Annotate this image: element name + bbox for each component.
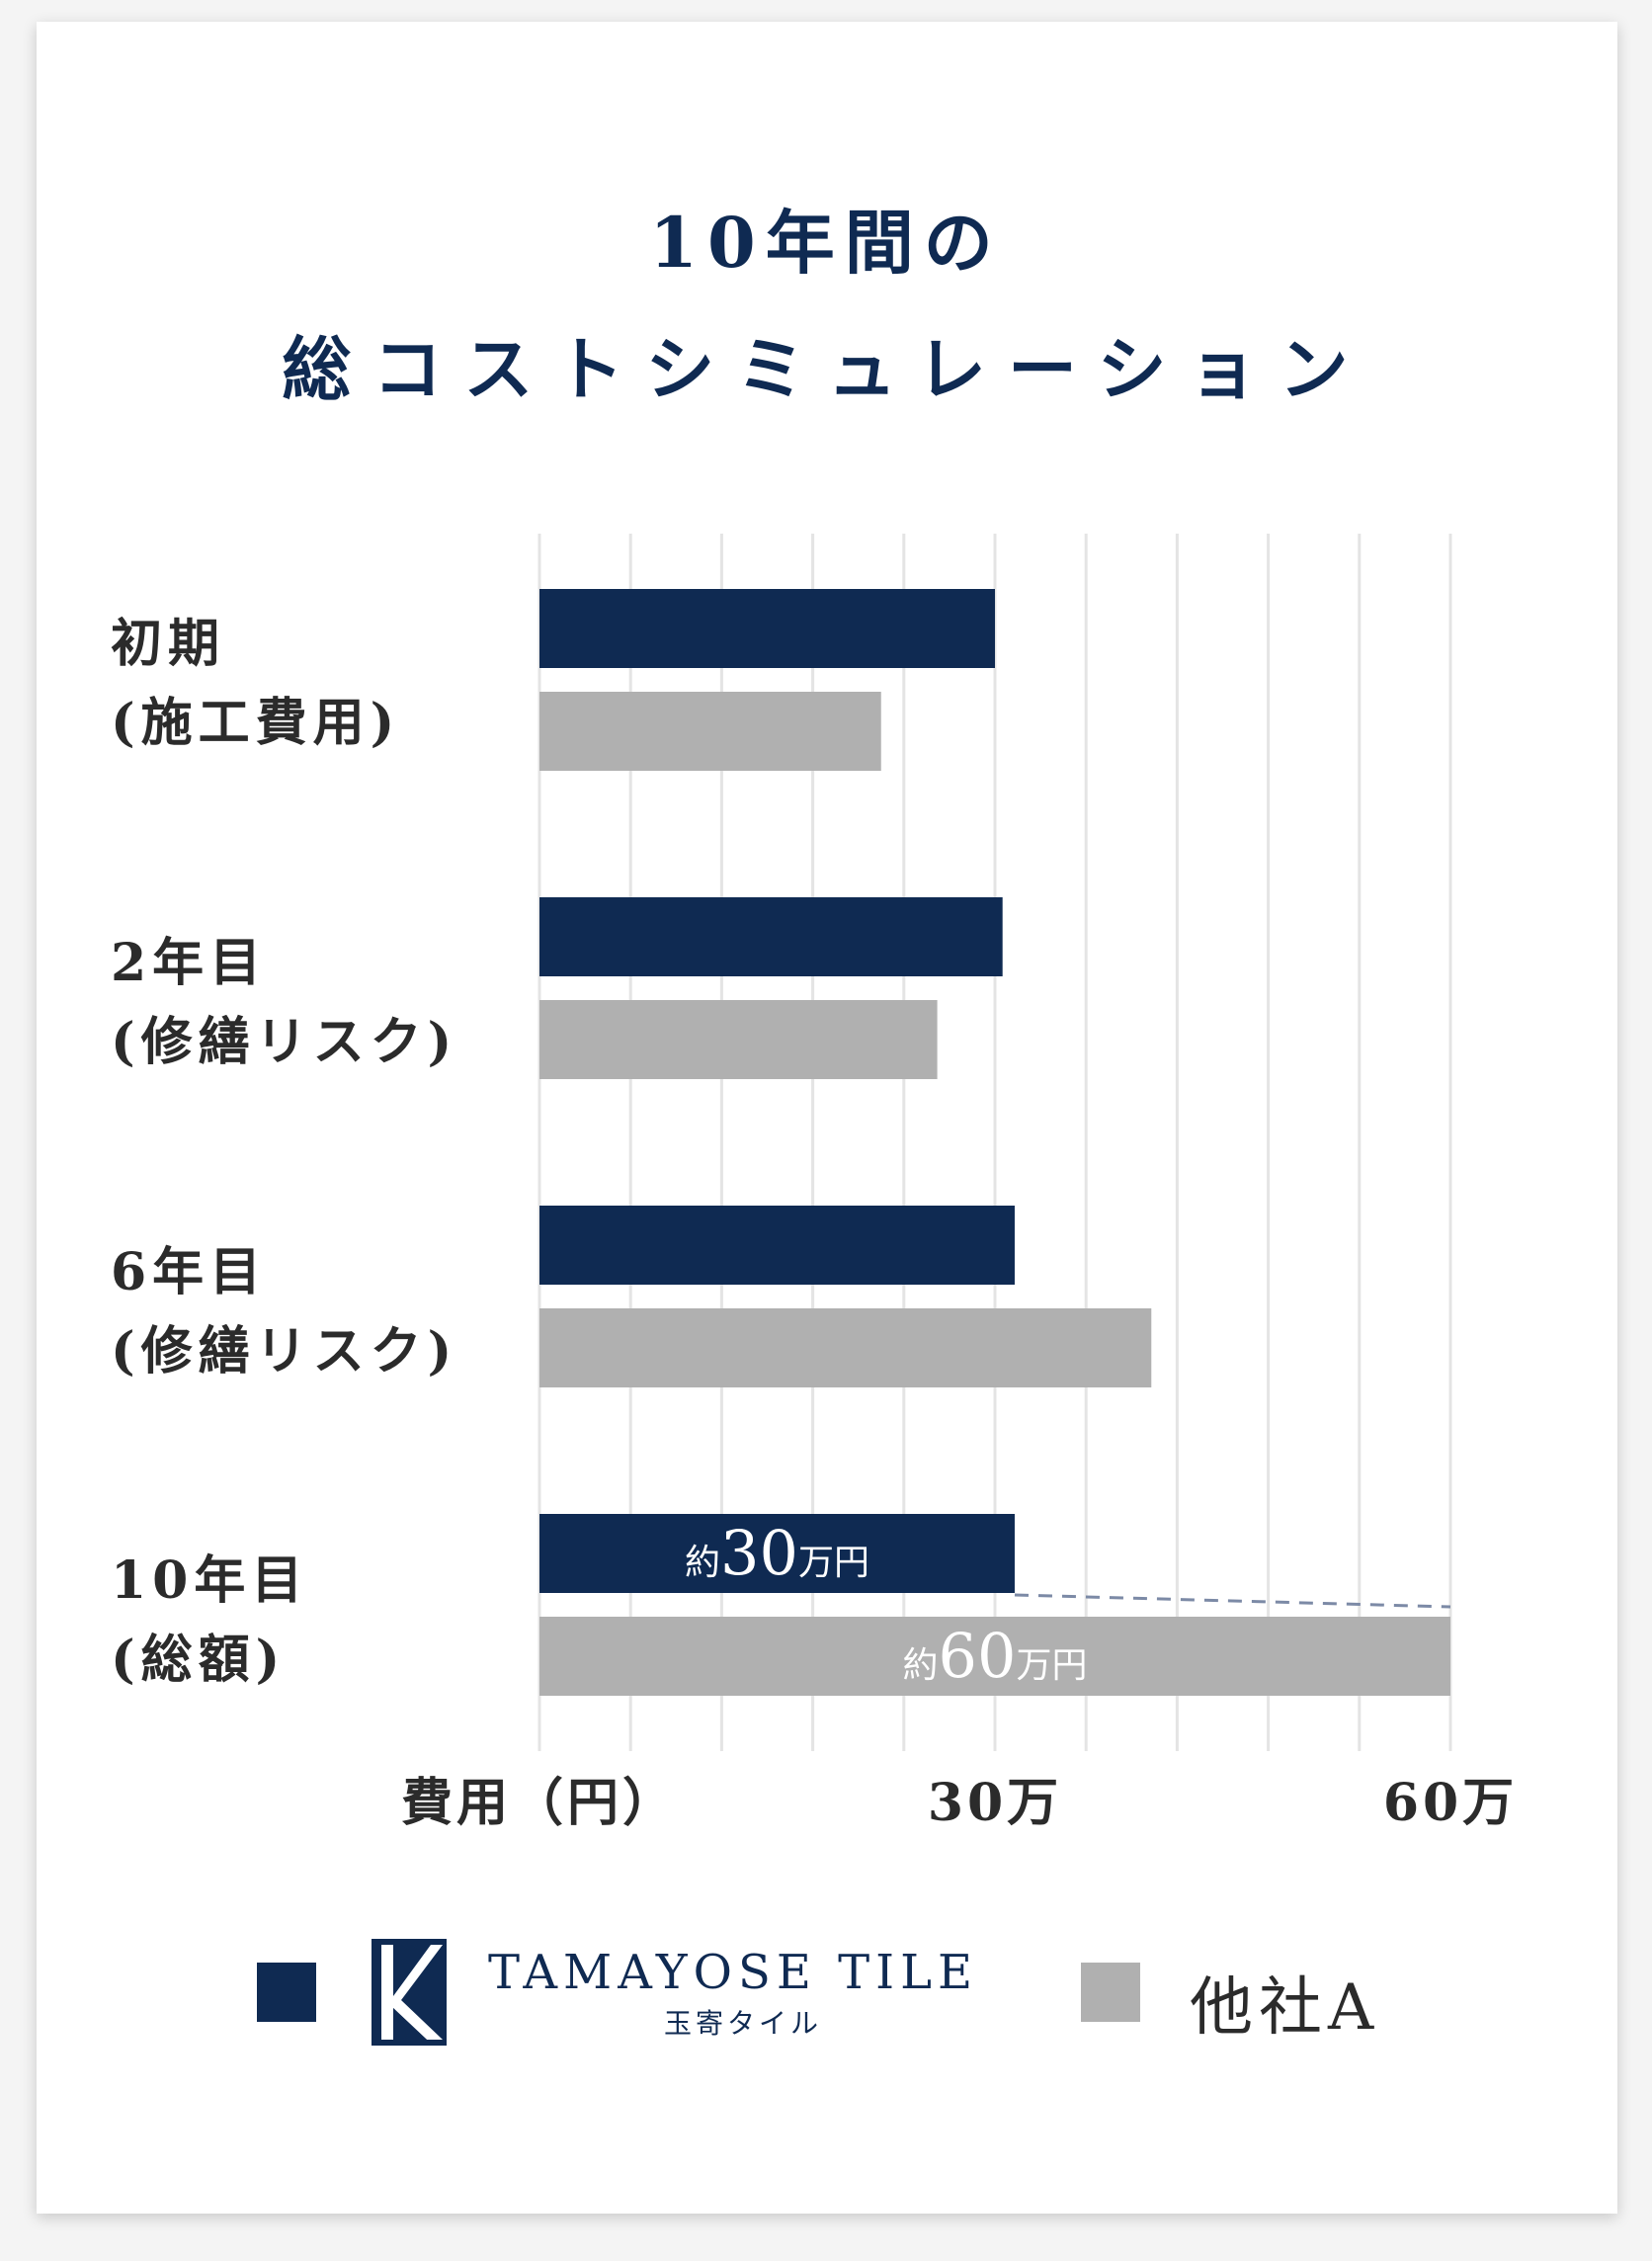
bar-series0-category0 (539, 589, 995, 668)
legend-brand-name: TAMAYOSE TILE (488, 1945, 979, 2000)
x-tick-label-30man: 30万 (928, 1773, 1062, 1833)
category-label-line2: (施工費用) (111, 693, 401, 753)
chart-card (37, 22, 1617, 2214)
category-label-year6: 6年目 (修繕リスク) (111, 1233, 457, 1391)
data-label-prefix: 約 (903, 1645, 939, 1686)
data-label-number: 30 (720, 1517, 798, 1589)
category-label-line1: 10年目 (111, 1550, 309, 1611)
bar-series0-category2 (539, 1206, 1015, 1285)
data-label-number: 60 (939, 1620, 1017, 1692)
category-label-initial: 初期 (施工費用) (111, 605, 400, 763)
x-axis-label: 費用（円） (401, 1773, 678, 1833)
legend-brand-kana: 玉寄タイル (664, 2007, 823, 2040)
chart-title-line1: 10年間の (649, 202, 1003, 284)
category-label-line2: (修繕リスク) (111, 1012, 458, 1072)
x-tick-label-60man: 60万 (1383, 1773, 1518, 1833)
bar-series0-category3 (539, 1514, 1015, 1593)
bars (539, 589, 1450, 1696)
legend-swatch-other (1081, 1963, 1140, 2022)
category-label-year2: 2年目 (修繕リスク) (111, 924, 457, 1082)
category-label-line1: 初期 (111, 614, 226, 674)
data-label-suffix: 万円 (1016, 1645, 1087, 1686)
bar-series1-category1 (539, 1000, 938, 1079)
bar-series1-category0 (539, 692, 881, 771)
chart-title-line2: 総コストシミュレーション (282, 328, 1370, 410)
category-label-line1: 2年目 (111, 933, 268, 993)
legend-label-other: 他社A (1190, 1971, 1380, 2045)
legend-swatch-tamayose (257, 1963, 316, 2022)
data-label-series1: 約60万円 (903, 1620, 1088, 1692)
category-label-line2: (総額) (111, 1630, 287, 1690)
bar-series1-category2 (539, 1308, 1152, 1387)
bar-series1-category3 (539, 1617, 1450, 1696)
connector-dashed-line (1014, 1593, 1451, 1609)
category-label-year10: 10年目 (総額) (111, 1542, 308, 1700)
data-label-suffix: 万円 (798, 1543, 869, 1583)
data-label-series0: 約30万円 (685, 1517, 869, 1589)
k-logo-icon (372, 1939, 447, 2046)
category-label-line2: (修繕リスク) (111, 1321, 458, 1382)
bar-series0-category1 (539, 897, 1003, 976)
category-label-line1: 6年目 (111, 1242, 268, 1302)
data-label-prefix: 約 (685, 1543, 720, 1583)
